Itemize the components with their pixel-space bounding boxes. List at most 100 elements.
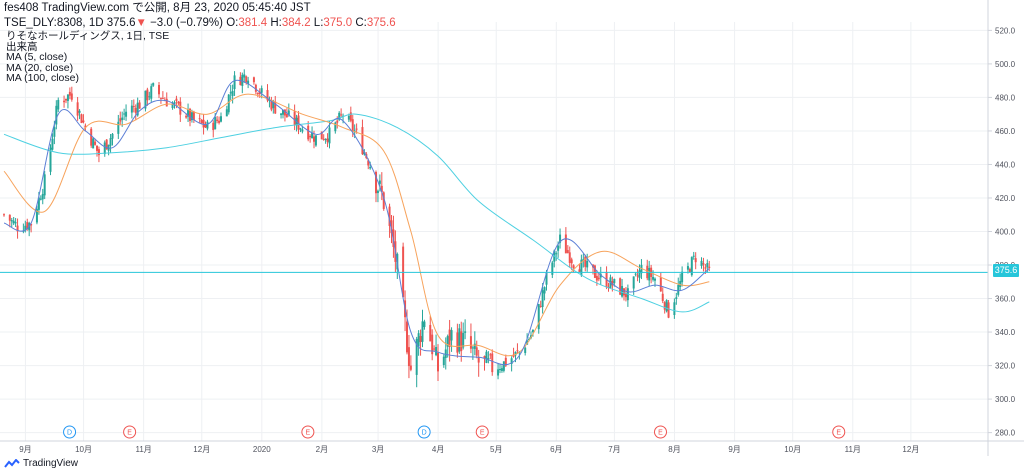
candle-up [526,340,529,345]
candle-down [483,356,486,359]
high-label: H: [270,17,282,29]
candle-down [489,354,492,356]
y-tick-label: 280.0 [995,429,1016,438]
candle-up [103,142,106,155]
x-tick-label: 2020 [253,445,271,454]
candle-up [686,266,689,270]
candle-up [675,297,678,300]
event-label: E [480,430,485,437]
candle-down [218,120,221,123]
candle-up [665,300,668,312]
candle-down [146,89,149,101]
candle-up [537,304,540,330]
candle-down [254,84,257,92]
candle-up [14,222,17,224]
candle-up [311,132,314,139]
candle-down [189,108,191,121]
candle-down [175,98,178,101]
candle-up [654,278,656,281]
candle-down [375,171,377,194]
candle-down [433,348,436,350]
candle-up [51,138,54,150]
candle-up [231,90,234,96]
legend-ma5[interactable]: MA (5, close) [6,51,68,63]
candle-down [491,353,494,373]
candle-down [198,118,201,120]
candle-down [159,97,162,99]
candle-down [266,90,269,101]
candle-up [109,138,112,146]
last-price-tag: 375.6 [993,264,1019,277]
candle-up [673,302,676,316]
candle-down [245,76,248,83]
candle-up [677,284,680,295]
x-tick-label: 6月 [550,445,562,454]
candle-up [78,110,81,113]
candle-down [179,101,182,115]
y-tick-label: 440.0 [995,160,1016,169]
candle-down [419,336,422,343]
candle-up [378,180,381,184]
candle-down [165,98,168,107]
low-label: L: [313,17,324,29]
open-label: O: [226,17,239,29]
close-label: C: [355,17,367,29]
candle-down [30,224,33,226]
candle-up [243,74,246,78]
earnings-marker [475,425,489,439]
ma5-line [3,79,710,366]
legend-volume[interactable]: 出来高 [6,40,38,53]
candle-up [692,255,695,257]
candle-down [702,263,705,265]
candle-up [324,138,327,141]
candle-up [287,110,290,115]
candle-up [173,102,176,104]
candle-down [16,225,19,232]
candle-down [475,347,478,356]
candle-up [10,220,13,222]
candle-up [272,101,275,109]
ma100-line [3,113,710,313]
candle-up [545,272,548,285]
legend-ma20[interactable]: MA (20, close) [6,61,74,74]
y-tick-label: 480.0 [995,93,1016,102]
candle-down [380,185,383,193]
candle-up [43,174,46,196]
candle-down [90,128,93,146]
candle-down [694,258,697,263]
candle-up [497,369,500,376]
candle-down [202,119,205,128]
open-value: 381.4 [238,17,268,29]
candle-down [437,352,439,372]
legend-title[interactable]: りそなホールディングス, 1日, TSE [6,30,170,42]
candle-up [632,276,635,289]
candle-down [361,127,364,155]
candle-down [307,125,310,140]
tradingview-footer[interactable]: TradingView [4,458,78,469]
candle-down [158,84,160,95]
candle-up [435,347,438,356]
candle-down [340,114,343,116]
candle-down [667,302,670,318]
candle-up [555,253,558,255]
candle-up [233,75,236,90]
candle-down [192,111,195,121]
candle-down [619,278,622,295]
candle-up [415,338,418,375]
candle-down [313,136,315,142]
y-tick-label: 420.0 [995,194,1016,203]
earnings-marker [301,425,315,439]
candle-up [652,276,655,280]
legend-ma100[interactable]: MA (100, close) [6,72,79,84]
y-tick-label: 300.0 [995,395,1016,404]
candle-up [268,99,271,101]
candle-down [597,277,600,280]
candle-down [512,354,515,357]
candle-up [524,347,527,353]
event-label: E [127,430,132,437]
candle-up [543,287,546,294]
candle-down [611,281,614,286]
publish-line: fes408 TradingView.com で公開, 8月 23, 2020 … [4,2,311,14]
x-tick-label: 7月 [608,445,620,454]
